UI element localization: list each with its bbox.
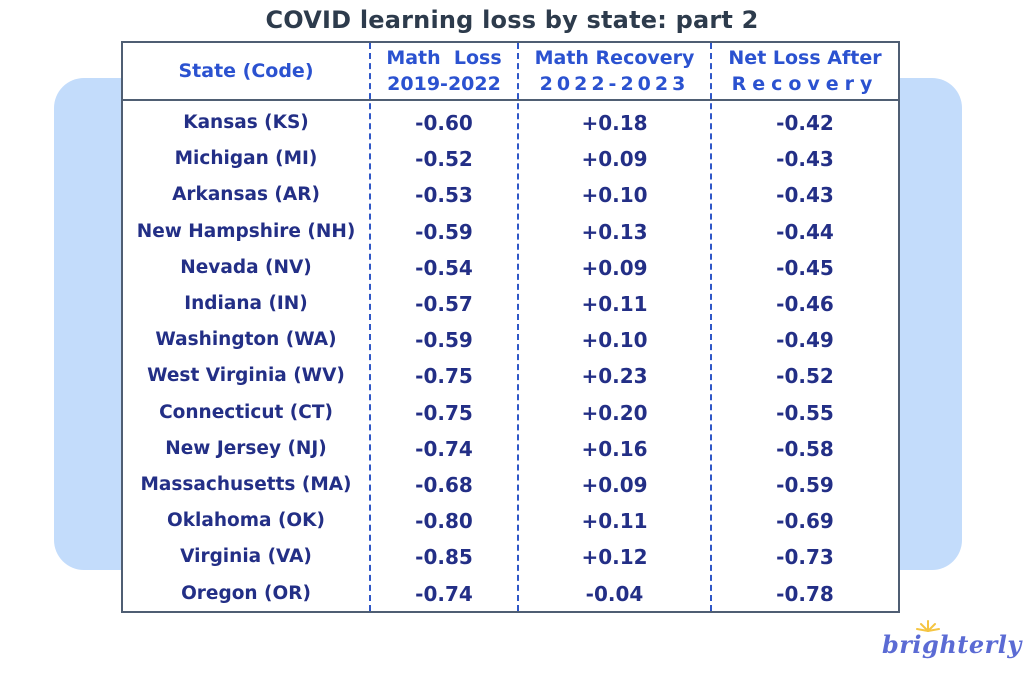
state-cell: Washington (WA)	[155, 329, 337, 351]
state-cell: West Virginia (WV)	[147, 365, 345, 387]
state-cell: Indiana (IN)	[184, 293, 308, 314]
state-cell: Oregon (OR)	[181, 582, 311, 604]
math-recovery-cell: +0.10	[581, 328, 648, 353]
state-cell: Virginia (VA)	[180, 546, 312, 568]
math-recovery-cell: +0.16	[581, 436, 648, 461]
math-recovery-cell: +0.09	[581, 255, 648, 280]
column-divider	[710, 43, 712, 611]
table-row: Michigan (MI) -0.52 +0.09 -0.43	[123, 141, 898, 177]
math-recovery-cell: +0.11	[581, 509, 648, 534]
math-loss-cell: -0.75	[415, 400, 473, 425]
math-loss-cell: -0.85	[415, 545, 473, 570]
net-loss-cell: -0.44	[776, 219, 834, 244]
net-loss-cell: -0.43	[776, 147, 834, 172]
table-row: Washington (WA) -0.59 +0.10 -0.49	[123, 322, 898, 358]
net-loss-cell: -0.52	[776, 364, 834, 389]
column-divider	[369, 43, 371, 611]
math-loss-cell: -0.74	[415, 436, 473, 461]
net-loss-cell: -0.69	[776, 509, 834, 534]
header-math-loss: Math Loss 2019-2022	[371, 43, 517, 99]
net-loss-cell: -0.55	[776, 400, 834, 425]
state-cell: Kansas (KS)	[183, 112, 309, 133]
state-cell: New Jersey (NJ)	[165, 437, 327, 459]
table-row: Arkansas (AR) -0.53 +0.10 -0.43	[123, 177, 898, 213]
math-loss-cell: -0.53	[415, 183, 473, 208]
table-row: Indiana (IN) -0.57 +0.11 -0.46	[123, 286, 898, 322]
header-net-loss: Net Loss After Recovery	[712, 43, 898, 99]
brighterly-logo: brighterly	[882, 620, 1021, 668]
column-divider	[517, 43, 519, 611]
net-loss-cell: -0.58	[776, 436, 834, 461]
header-math-loss-label: Math Loss	[386, 47, 502, 69]
math-recovery-cell: +0.20	[581, 400, 648, 425]
math-loss-cell: -0.59	[415, 328, 473, 353]
table-row: Oklahoma (OK) -0.80 +0.11 -0.69	[123, 503, 898, 539]
net-loss-cell: -0.59	[776, 473, 834, 497]
state-cell: Arkansas (AR)	[172, 184, 320, 206]
header-underline	[123, 99, 898, 101]
net-loss-cell: -0.73	[776, 545, 834, 570]
table-row: Connecticut (CT) -0.75 +0.20 -0.55	[123, 395, 898, 431]
math-loss-cell: -0.52	[415, 147, 473, 172]
math-recovery-cell: +0.09	[581, 473, 648, 497]
logo-wordmark: brighterly	[882, 630, 1022, 659]
math-loss-cell: -0.68	[415, 473, 473, 497]
sun-rays-icon	[916, 620, 940, 632]
header-recovery-label: Math Recovery	[534, 47, 695, 69]
math-loss-cell: -0.57	[415, 292, 473, 316]
state-cell: Connecticut (CT)	[159, 401, 333, 423]
math-loss-cell: -0.74	[415, 581, 473, 606]
net-loss-cell: -0.43	[776, 183, 834, 208]
header-recovery-years: 2022-2023	[539, 73, 690, 95]
net-loss-cell: -0.49	[776, 328, 834, 353]
table-row: Nevada (NV) -0.54 +0.09 -0.45	[123, 250, 898, 286]
header-net-label: Net Loss After	[728, 47, 882, 69]
header-net-recovery: Recovery	[731, 73, 879, 95]
math-recovery-cell: +0.23	[581, 364, 648, 389]
table-row: Massachusetts (MA) -0.68 +0.09 -0.59	[123, 467, 898, 503]
math-loss-cell: -0.60	[415, 111, 473, 135]
math-recovery-cell: +0.10	[581, 183, 648, 208]
state-cell: Oklahoma (OK)	[167, 510, 325, 532]
table-row: Virginia (VA) -0.85 +0.12 -0.73	[123, 539, 898, 575]
state-cell: Massachusetts (MA)	[140, 474, 352, 495]
state-cell: Nevada (NV)	[180, 256, 312, 278]
math-recovery-cell: +0.18	[581, 111, 648, 135]
table-row: New Hampshire (NH) -0.59 +0.13 -0.44	[123, 214, 898, 250]
math-recovery-cell: -0.04	[585, 581, 644, 606]
math-recovery-cell: +0.12	[581, 545, 648, 570]
header-math-recovery: Math Recovery 2022-2023	[519, 43, 710, 99]
table-row: Kansas (KS) -0.60 +0.18 -0.42	[123, 105, 898, 141]
table-row: Oregon (OR) -0.74 -0.04 -0.78	[123, 576, 898, 612]
math-loss-cell: -0.59	[415, 219, 473, 244]
net-loss-cell: -0.78	[776, 581, 834, 606]
header-math-loss-years: 2019-2022	[387, 73, 501, 95]
math-loss-cell: -0.54	[415, 255, 473, 280]
math-loss-cell: -0.80	[415, 509, 473, 534]
state-cell: Michigan (MI)	[174, 148, 318, 170]
math-loss-cell: -0.75	[415, 364, 473, 389]
state-cell: New Hampshire (NH)	[136, 220, 356, 242]
table-row: West Virginia (WV) -0.75 +0.23 -0.52	[123, 358, 898, 394]
math-recovery-cell: +0.11	[581, 292, 648, 316]
net-loss-cell: -0.45	[776, 255, 834, 280]
header-state: State (Code)	[123, 43, 369, 99]
math-recovery-cell: +0.09	[581, 147, 648, 172]
page-title: COVID learning loss by state: part 2	[265, 6, 759, 34]
net-loss-cell: -0.46	[776, 292, 834, 316]
math-recovery-cell: +0.13	[581, 219, 648, 244]
learning-loss-table: State (Code) Math Loss 2019-2022 Math Re…	[121, 41, 900, 613]
header-state-label: State (Code)	[178, 60, 314, 82]
table-row: New Jersey (NJ) -0.74 +0.16 -0.58	[123, 431, 898, 467]
net-loss-cell: -0.42	[776, 111, 834, 135]
